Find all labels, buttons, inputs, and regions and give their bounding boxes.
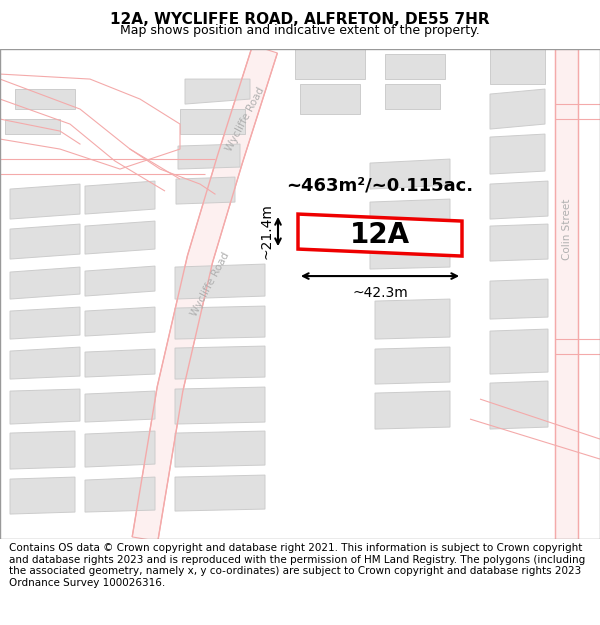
Polygon shape bbox=[175, 475, 265, 511]
Text: ~463m²/~0.115ac.: ~463m²/~0.115ac. bbox=[286, 176, 473, 194]
Polygon shape bbox=[490, 224, 548, 261]
Polygon shape bbox=[375, 391, 450, 429]
Text: Colin Street: Colin Street bbox=[562, 198, 572, 260]
Polygon shape bbox=[555, 49, 578, 539]
Polygon shape bbox=[85, 307, 155, 336]
Polygon shape bbox=[10, 184, 80, 219]
Text: ~42.3m: ~42.3m bbox=[352, 286, 408, 300]
Text: Contains OS data © Crown copyright and database right 2021. This information is : Contains OS data © Crown copyright and d… bbox=[9, 543, 585, 588]
Polygon shape bbox=[10, 307, 80, 339]
Polygon shape bbox=[490, 89, 545, 129]
Polygon shape bbox=[490, 181, 548, 219]
Polygon shape bbox=[175, 264, 265, 299]
Polygon shape bbox=[85, 221, 155, 254]
Polygon shape bbox=[10, 224, 80, 259]
Polygon shape bbox=[490, 134, 545, 174]
Text: 12A, WYCLIFFE ROAD, ALFRETON, DE55 7HR: 12A, WYCLIFFE ROAD, ALFRETON, DE55 7HR bbox=[110, 12, 490, 27]
Text: Wycliffe Road: Wycliffe Road bbox=[189, 251, 231, 318]
Polygon shape bbox=[175, 306, 265, 339]
Polygon shape bbox=[490, 381, 548, 429]
Text: Wycliffe Road: Wycliffe Road bbox=[224, 86, 266, 152]
Polygon shape bbox=[180, 109, 245, 134]
Polygon shape bbox=[178, 144, 240, 169]
Polygon shape bbox=[15, 89, 75, 109]
Polygon shape bbox=[490, 279, 548, 319]
Polygon shape bbox=[85, 477, 155, 512]
Polygon shape bbox=[10, 347, 80, 379]
Polygon shape bbox=[175, 431, 265, 467]
Polygon shape bbox=[175, 346, 265, 379]
Polygon shape bbox=[385, 54, 445, 79]
Polygon shape bbox=[300, 84, 360, 114]
Polygon shape bbox=[375, 347, 450, 384]
Polygon shape bbox=[85, 181, 155, 214]
Polygon shape bbox=[175, 387, 265, 424]
Polygon shape bbox=[490, 49, 545, 84]
Polygon shape bbox=[295, 49, 365, 79]
Text: 12A: 12A bbox=[350, 221, 410, 249]
Polygon shape bbox=[85, 349, 155, 377]
Polygon shape bbox=[385, 84, 440, 109]
Text: ~21.4m: ~21.4m bbox=[260, 204, 274, 259]
Polygon shape bbox=[370, 159, 450, 189]
Polygon shape bbox=[10, 267, 80, 299]
Polygon shape bbox=[176, 177, 235, 204]
Polygon shape bbox=[10, 477, 75, 514]
Polygon shape bbox=[490, 329, 548, 374]
Text: Map shows position and indicative extent of the property.: Map shows position and indicative extent… bbox=[120, 24, 480, 37]
Polygon shape bbox=[85, 391, 155, 422]
Polygon shape bbox=[85, 431, 155, 467]
Polygon shape bbox=[5, 119, 60, 134]
Polygon shape bbox=[298, 214, 462, 256]
Polygon shape bbox=[10, 389, 80, 424]
Polygon shape bbox=[370, 199, 450, 229]
Polygon shape bbox=[85, 266, 155, 296]
Polygon shape bbox=[132, 45, 277, 541]
Polygon shape bbox=[10, 431, 75, 469]
Polygon shape bbox=[185, 79, 250, 104]
Polygon shape bbox=[375, 299, 450, 339]
Polygon shape bbox=[370, 237, 450, 269]
